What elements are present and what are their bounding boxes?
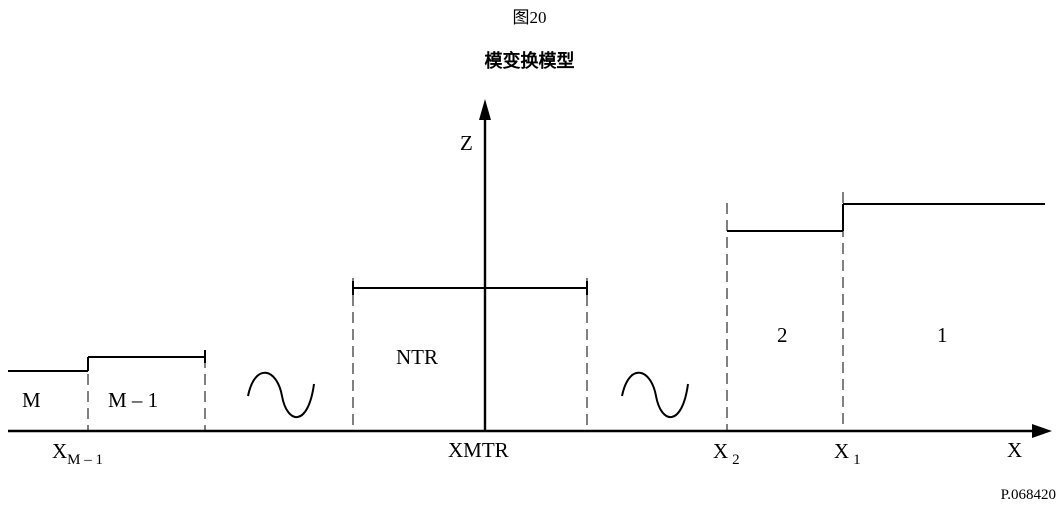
tilde-omission-icon [621,371,689,418]
x-axis-arrowhead [1032,424,1052,438]
boundary-label-xmtr: XMTR [448,438,509,462]
x-axis-label: X [1007,438,1022,462]
boundary-label-x1-main: X [834,439,849,463]
region-label-m-minus-1: M – 1 [108,388,158,412]
z-axis [479,99,491,431]
boundary-label-xm1-sub: M – 1 [67,452,103,468]
boundary-label-xm1-main: X [52,439,67,463]
boundary-label-x1-sub: 1 [853,452,861,468]
boundary-label-x2-sub: 2 [732,452,740,468]
region-label-1: 1 [937,323,948,347]
region-label-m: M [22,388,41,412]
figure-number: 图20 [512,8,547,27]
profile-steps [8,203,1045,372]
figure-title: 模变换模型 [484,51,575,72]
tilde-omission-icon [247,371,315,418]
z-axis-arrowhead [479,99,491,120]
boundary-label-xm1: XM – 1 [52,439,103,468]
x-axis [8,424,1052,438]
boundary-label-x2-main: X [713,439,728,463]
z-axis-label: Z [460,131,473,155]
region-label-ntr: NTR [396,345,438,369]
region-boundaries [87,192,844,431]
figure-reference-code: P.068420 [1000,487,1056,503]
region-label-2: 2 [777,323,788,347]
